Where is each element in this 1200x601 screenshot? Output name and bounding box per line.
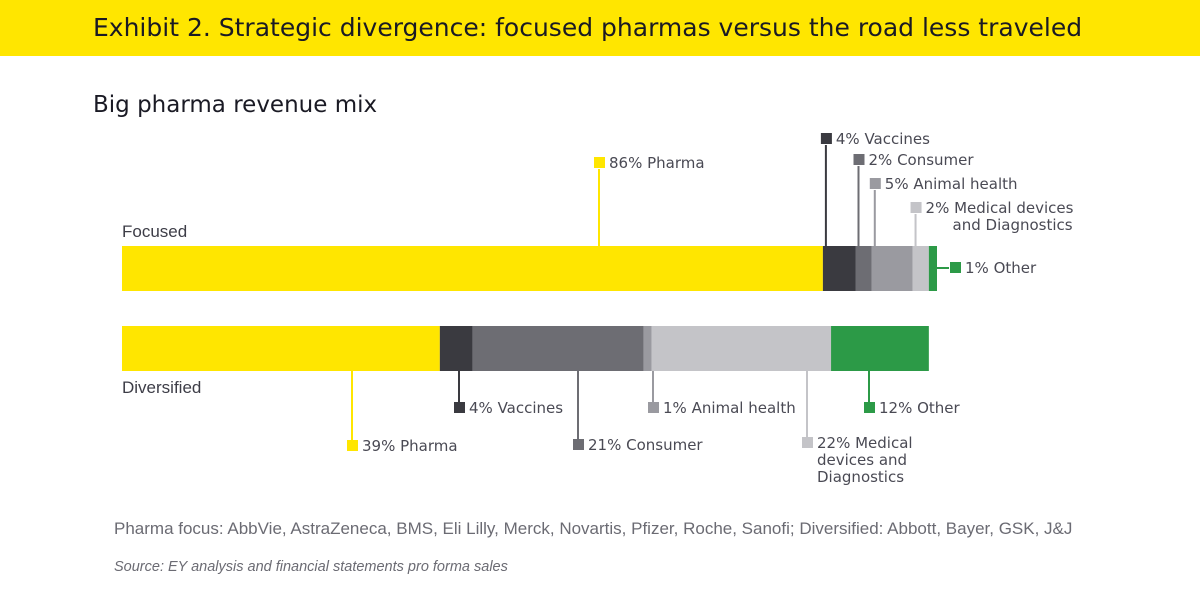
source-note: Source: EY analysis and financial statem…	[114, 559, 508, 575]
callout-marker-focused-medical-devices-and-diagnostics	[910, 202, 922, 213]
bar-segment-focused-medical-devices-and-diagnostics	[912, 246, 929, 291]
data-label-diversified-vaccines: 4% Vaccines	[469, 399, 563, 417]
bar-segment-diversified-animal-health	[643, 326, 652, 371]
data-label-focused-medical-devices-and-diagnostics: 2% Medical devices and Diagnostics	[926, 199, 1074, 234]
data-label-diversified-consumer: 21% Consumer	[588, 436, 703, 454]
data-label-diversified-medical-devices-and-diagnostics: 22% Medical devices and Diagnostics	[817, 434, 913, 486]
bar-segment-diversified-vaccines	[439, 326, 473, 371]
data-label-focused-consumer: 2% Consumer	[869, 151, 975, 169]
callout-marker-diversified-other	[864, 402, 875, 413]
bar-segment-focused-animal-health	[871, 246, 913, 291]
data-label-diversified-pharma: 39% Pharma	[362, 437, 458, 455]
exhibit-banner: Exhibit 2. Strategic divergence: focused…	[0, 0, 1200, 56]
row-label-diversified: Diversified	[122, 378, 201, 397]
callout-marker-diversified-animal-health	[648, 402, 659, 413]
bar-segment-diversified-consumer	[472, 326, 644, 371]
bar-segment-diversified-other	[831, 326, 929, 371]
chart-subtitle: Big pharma revenue mix	[93, 92, 378, 118]
company-note: Pharma focus: AbbVie, AstraZeneca, BMS, …	[114, 519, 1073, 538]
callout-marker-focused-pharma	[594, 157, 605, 168]
callout-marker-diversified-medical-devices-and-diagnostics	[802, 437, 813, 448]
callout-marker-focused-consumer	[853, 154, 865, 165]
exhibit-title: Exhibit 2. Strategic divergence: focused…	[93, 13, 1083, 42]
bar-segment-focused-other	[928, 246, 937, 291]
callout-marker-diversified-consumer	[573, 439, 584, 450]
row-label-focused: Focused	[122, 222, 187, 241]
bar-segment-diversified-medical-devices-and-diagnostics	[651, 326, 832, 371]
callout-marker-diversified-vaccines	[454, 402, 465, 413]
callout-marker-diversified-pharma	[347, 440, 358, 451]
data-label-diversified-animal-health: 1% Animal health	[663, 399, 796, 417]
callout-marker-focused-vaccines	[820, 133, 832, 144]
bar-segment-focused-consumer	[855, 246, 872, 291]
data-label-focused-vaccines: 4% Vaccines	[836, 130, 930, 148]
data-label-focused-pharma: 86% Pharma	[609, 154, 705, 172]
bar-segment-focused-vaccines	[822, 246, 856, 291]
data-label-focused-other: 1% Other	[965, 259, 1037, 277]
callout-marker-focused-other	[950, 262, 961, 273]
data-label-diversified-other: 12% Other	[879, 399, 961, 417]
data-label-focused-animal-health: 5% Animal health	[885, 175, 1018, 193]
callout-marker-focused-animal-health	[869, 178, 881, 189]
bar-segment-focused-pharma	[122, 246, 823, 291]
bar-segment-diversified-pharma	[122, 326, 440, 371]
